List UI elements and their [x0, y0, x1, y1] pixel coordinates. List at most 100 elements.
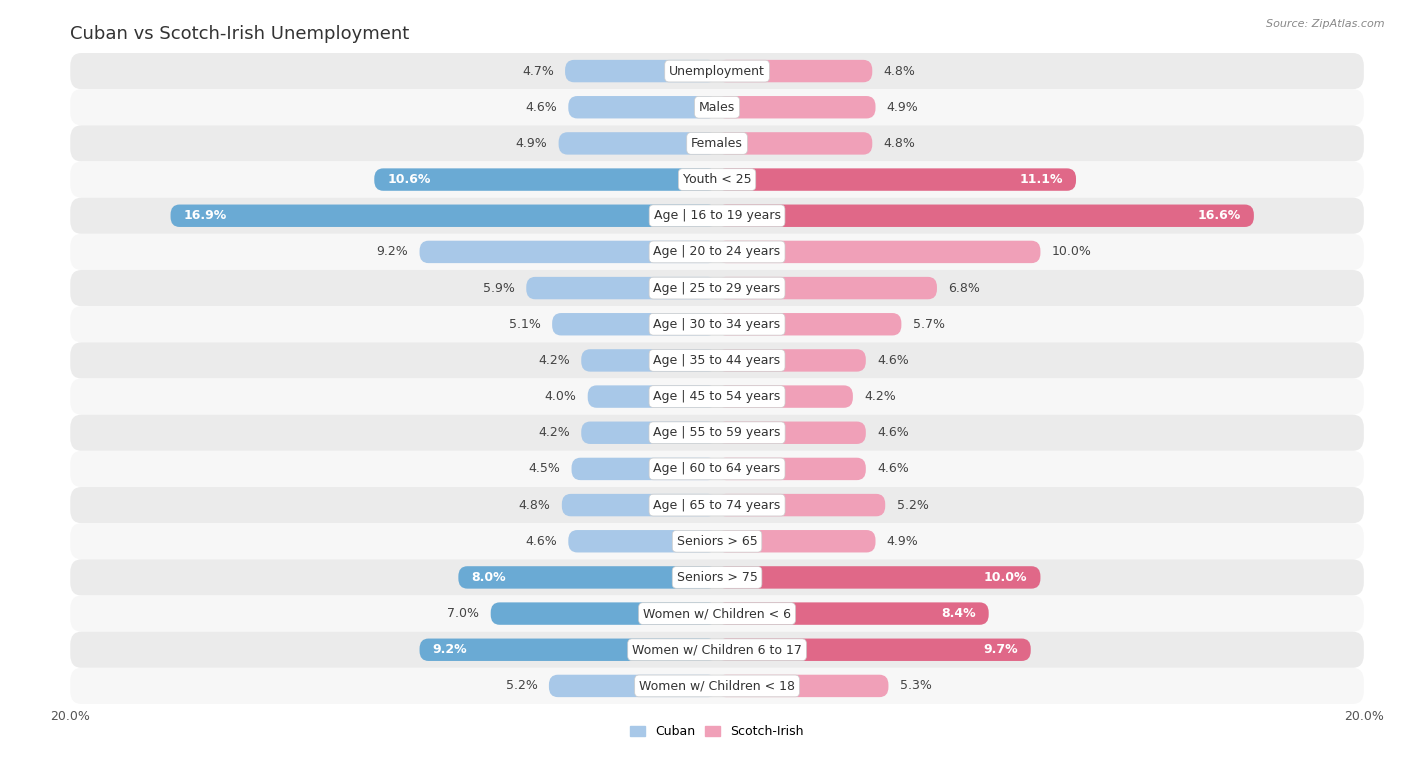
Text: 9.7%: 9.7% [983, 643, 1018, 656]
Text: 4.2%: 4.2% [538, 354, 569, 367]
Text: Women w/ Children < 18: Women w/ Children < 18 [640, 680, 794, 693]
Text: 5.1%: 5.1% [509, 318, 541, 331]
Text: 4.9%: 4.9% [887, 101, 918, 114]
Text: 4.6%: 4.6% [526, 534, 557, 548]
FancyBboxPatch shape [70, 161, 1364, 198]
Text: Females: Females [692, 137, 742, 150]
FancyBboxPatch shape [491, 603, 717, 625]
Text: Age | 30 to 34 years: Age | 30 to 34 years [654, 318, 780, 331]
FancyBboxPatch shape [70, 559, 1364, 596]
Text: Age | 25 to 29 years: Age | 25 to 29 years [654, 282, 780, 294]
Text: Seniors > 65: Seniors > 65 [676, 534, 758, 548]
Text: 8.4%: 8.4% [941, 607, 976, 620]
Text: Cuban vs Scotch-Irish Unemployment: Cuban vs Scotch-Irish Unemployment [70, 25, 409, 43]
FancyBboxPatch shape [568, 96, 717, 118]
FancyBboxPatch shape [717, 168, 1076, 191]
Text: Women w/ Children 6 to 17: Women w/ Children 6 to 17 [633, 643, 801, 656]
FancyBboxPatch shape [717, 277, 936, 299]
FancyBboxPatch shape [170, 204, 717, 227]
FancyBboxPatch shape [419, 639, 717, 661]
Text: 4.0%: 4.0% [544, 390, 576, 403]
FancyBboxPatch shape [70, 596, 1364, 631]
FancyBboxPatch shape [717, 530, 876, 553]
FancyBboxPatch shape [70, 306, 1364, 342]
Text: 4.9%: 4.9% [516, 137, 547, 150]
Text: 5.2%: 5.2% [506, 680, 537, 693]
Text: 10.0%: 10.0% [984, 571, 1028, 584]
FancyBboxPatch shape [70, 270, 1364, 306]
FancyBboxPatch shape [568, 530, 717, 553]
Text: 7.0%: 7.0% [447, 607, 479, 620]
FancyBboxPatch shape [553, 313, 717, 335]
FancyBboxPatch shape [717, 349, 866, 372]
Text: 11.1%: 11.1% [1019, 173, 1063, 186]
Text: Source: ZipAtlas.com: Source: ZipAtlas.com [1267, 19, 1385, 29]
FancyBboxPatch shape [374, 168, 717, 191]
FancyBboxPatch shape [565, 60, 717, 83]
FancyBboxPatch shape [458, 566, 717, 589]
Text: Age | 65 to 74 years: Age | 65 to 74 years [654, 499, 780, 512]
FancyBboxPatch shape [562, 494, 717, 516]
FancyBboxPatch shape [581, 422, 717, 444]
Text: Age | 20 to 24 years: Age | 20 to 24 years [654, 245, 780, 258]
Text: Age | 16 to 19 years: Age | 16 to 19 years [654, 209, 780, 223]
FancyBboxPatch shape [70, 668, 1364, 704]
FancyBboxPatch shape [526, 277, 717, 299]
FancyBboxPatch shape [581, 349, 717, 372]
Text: 16.9%: 16.9% [183, 209, 226, 223]
FancyBboxPatch shape [70, 53, 1364, 89]
FancyBboxPatch shape [717, 603, 988, 625]
FancyBboxPatch shape [70, 89, 1364, 126]
Text: 5.7%: 5.7% [912, 318, 945, 331]
Text: 4.6%: 4.6% [526, 101, 557, 114]
Text: Youth < 25: Youth < 25 [683, 173, 751, 186]
Text: Males: Males [699, 101, 735, 114]
Text: Unemployment: Unemployment [669, 64, 765, 77]
FancyBboxPatch shape [70, 487, 1364, 523]
FancyBboxPatch shape [571, 458, 717, 480]
Text: 4.7%: 4.7% [522, 64, 554, 77]
FancyBboxPatch shape [558, 132, 717, 154]
Text: 5.9%: 5.9% [484, 282, 515, 294]
Text: 4.6%: 4.6% [877, 426, 908, 439]
Text: 9.2%: 9.2% [433, 643, 467, 656]
Text: 4.5%: 4.5% [529, 463, 560, 475]
FancyBboxPatch shape [717, 132, 872, 154]
FancyBboxPatch shape [70, 126, 1364, 161]
FancyBboxPatch shape [70, 523, 1364, 559]
FancyBboxPatch shape [70, 415, 1364, 451]
Text: Age | 55 to 59 years: Age | 55 to 59 years [654, 426, 780, 439]
FancyBboxPatch shape [717, 674, 889, 697]
FancyBboxPatch shape [717, 422, 866, 444]
Text: 4.6%: 4.6% [877, 463, 908, 475]
Text: 10.6%: 10.6% [387, 173, 430, 186]
FancyBboxPatch shape [717, 96, 876, 118]
FancyBboxPatch shape [419, 241, 717, 263]
FancyBboxPatch shape [717, 241, 1040, 263]
Text: 4.2%: 4.2% [538, 426, 569, 439]
Text: 4.8%: 4.8% [883, 64, 915, 77]
FancyBboxPatch shape [717, 204, 1254, 227]
Text: 6.8%: 6.8% [948, 282, 980, 294]
Text: 5.3%: 5.3% [900, 680, 932, 693]
FancyBboxPatch shape [717, 385, 853, 408]
FancyBboxPatch shape [70, 342, 1364, 378]
Text: Women w/ Children < 6: Women w/ Children < 6 [643, 607, 792, 620]
Text: Age | 60 to 64 years: Age | 60 to 64 years [654, 463, 780, 475]
FancyBboxPatch shape [70, 451, 1364, 487]
Text: 8.0%: 8.0% [471, 571, 506, 584]
FancyBboxPatch shape [717, 566, 1040, 589]
FancyBboxPatch shape [717, 313, 901, 335]
Text: 9.2%: 9.2% [377, 245, 408, 258]
Text: Age | 35 to 44 years: Age | 35 to 44 years [654, 354, 780, 367]
Text: 4.8%: 4.8% [883, 137, 915, 150]
Text: Seniors > 75: Seniors > 75 [676, 571, 758, 584]
FancyBboxPatch shape [70, 378, 1364, 415]
Text: 4.9%: 4.9% [887, 534, 918, 548]
FancyBboxPatch shape [717, 639, 1031, 661]
FancyBboxPatch shape [717, 60, 872, 83]
Text: 5.2%: 5.2% [897, 499, 928, 512]
FancyBboxPatch shape [548, 674, 717, 697]
Legend: Cuban, Scotch-Irish: Cuban, Scotch-Irish [626, 721, 808, 743]
Text: 16.6%: 16.6% [1198, 209, 1241, 223]
